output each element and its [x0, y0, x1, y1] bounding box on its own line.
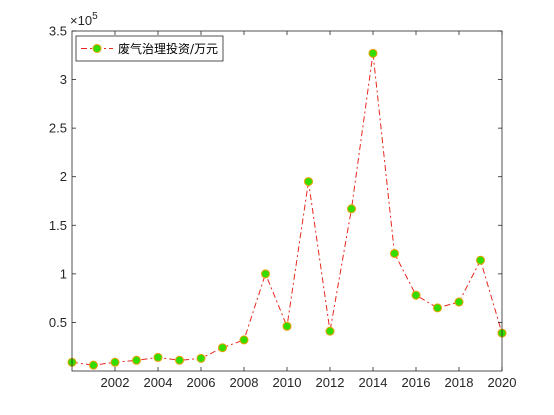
data-point	[153, 352, 163, 362]
legend-marker-sample	[92, 44, 102, 53]
x-tick-label: 2014	[359, 375, 388, 390]
x-tick-label: 2002	[101, 375, 130, 390]
data-point	[196, 353, 206, 363]
data-point	[261, 269, 270, 279]
series-layer	[67, 48, 507, 370]
data-point	[347, 204, 356, 214]
legend: 废气治理投资/万元	[75, 35, 224, 62]
data-point	[89, 360, 98, 370]
data-point	[282, 321, 292, 331]
data-point	[433, 303, 442, 313]
data-point	[175, 355, 184, 365]
data-point	[132, 355, 141, 365]
x-tick-label: 2016	[402, 375, 431, 390]
y-tick-label: 0.5	[49, 315, 67, 330]
series-line	[71, 53, 503, 366]
data-point	[218, 343, 227, 353]
y-tick-label: 2	[60, 169, 67, 184]
y-exponent-label: ×105	[70, 11, 98, 28]
data-point	[476, 255, 485, 265]
y-exponent-base: ×10	[70, 13, 92, 28]
data-point	[304, 177, 313, 187]
y-tick-label: 1.5	[49, 218, 67, 233]
x-tick-label: 2010	[273, 375, 302, 390]
data-point	[390, 248, 399, 258]
x-tick-label: 2004	[144, 375, 173, 390]
axes-layer: 2002 2004 2006 2008 2010 2012 2014 2016 2018 2020…	[49, 24, 517, 391]
y-tick-label: 3	[60, 72, 67, 87]
legend-label: 废气治理投资/万元	[118, 41, 218, 56]
x-tick-label: 2012	[316, 375, 345, 390]
x-tick-label: 2008	[230, 375, 259, 390]
y-tick-label: 1	[60, 266, 67, 281]
x-tick-label: 2006	[187, 375, 216, 390]
data-point	[325, 326, 335, 336]
y-tick-label: 2.5	[49, 121, 67, 136]
x-tick-label: 2018	[445, 375, 474, 390]
y-tick-label: 3.5	[49, 24, 67, 39]
plot-area	[72, 31, 502, 371]
data-point	[239, 335, 249, 345]
data-point	[454, 297, 464, 307]
data-point	[110, 357, 120, 367]
y-exponent-power: 5	[92, 11, 98, 22]
x-tick-label: 2020	[488, 375, 517, 390]
data-point	[368, 48, 378, 58]
data-point	[411, 290, 421, 300]
